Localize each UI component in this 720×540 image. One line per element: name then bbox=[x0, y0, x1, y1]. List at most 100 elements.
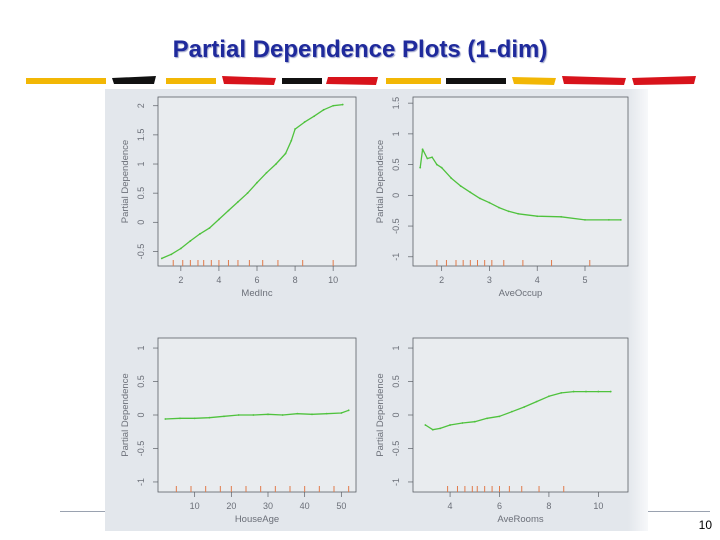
aveoccup-pd-point bbox=[421, 148, 424, 151]
medinc-pd-point bbox=[265, 171, 268, 174]
houseage-pd-point bbox=[252, 414, 255, 416]
aveoccup-pd-point bbox=[536, 215, 539, 218]
stripe-red-3 bbox=[562, 76, 626, 85]
aveoccup-frame bbox=[412, 96, 629, 267]
averooms-pd-point bbox=[585, 390, 587, 393]
aveoccup-pd-point bbox=[619, 219, 622, 221]
stripe-black-2 bbox=[282, 78, 322, 84]
averooms-ytick-label: -1 bbox=[391, 478, 401, 486]
houseage-pd-point bbox=[164, 418, 167, 420]
aveoccup-xtick-label: 4 bbox=[535, 275, 540, 285]
medinc-pd-point bbox=[160, 257, 163, 260]
aveoccup-ytick-label: 0 bbox=[391, 193, 401, 198]
medinc-pd-point bbox=[208, 227, 211, 230]
stripe-black-3 bbox=[446, 78, 506, 84]
footer-rule-right bbox=[648, 511, 710, 512]
medinc-pd-point bbox=[303, 121, 306, 123]
aveoccup-ytick-label: 1 bbox=[391, 131, 401, 136]
aveoccup-pd-point bbox=[426, 157, 429, 160]
averooms-xtick-label: 6 bbox=[497, 501, 502, 511]
aveoccup-pd-point bbox=[419, 166, 422, 169]
houseage-pd-point bbox=[325, 412, 328, 415]
aveoccup-pd-point bbox=[440, 166, 443, 169]
aveoccup-xtick-label: 2 bbox=[439, 275, 444, 285]
medinc-xtick-label: 8 bbox=[293, 275, 298, 285]
aveoccup-pd-point bbox=[478, 197, 481, 200]
aveoccup-pd-point bbox=[435, 163, 438, 166]
houseage-pd-point bbox=[223, 415, 225, 418]
averooms-pd-point bbox=[560, 392, 563, 394]
slide-title: Partial Dependence Plots (1-dim) bbox=[172, 36, 548, 63]
averooms-pd-point bbox=[572, 390, 575, 393]
houseage-pd-curve bbox=[165, 409, 349, 420]
medinc-pd-point bbox=[198, 233, 201, 235]
medinc-pd-point bbox=[275, 163, 277, 165]
houseage-ytick-label: 1 bbox=[136, 346, 146, 351]
aveoccup-xtick-label: 5 bbox=[582, 275, 587, 285]
medinc-ytick-label: 2 bbox=[136, 103, 146, 108]
medinc-ytick-label: 0.5 bbox=[136, 187, 146, 200]
averooms-pd-point bbox=[424, 424, 427, 426]
aveoccup-xlabel: AveOccup bbox=[499, 288, 543, 299]
houseage-pd-point bbox=[237, 414, 240, 416]
averooms-pd-point bbox=[597, 390, 600, 393]
pd-plot-medinc: -0.5 0 0.5 1 1.5 2 2 4 6 8 10 MedInc Partial Depende… bbox=[120, 96, 357, 299]
averooms-pd-point bbox=[431, 428, 434, 431]
averooms-pd-point bbox=[473, 420, 476, 423]
medinc-ytick-label: 1.5 bbox=[136, 129, 146, 142]
scanned-figure-edge bbox=[628, 89, 648, 531]
medinc-pd-point bbox=[218, 218, 220, 221]
houseage-pd-point bbox=[193, 417, 196, 420]
averooms-pd-point bbox=[510, 410, 513, 413]
footer-rule-left bbox=[60, 511, 105, 512]
medinc-xtick-label: 4 bbox=[216, 275, 221, 285]
medinc-pd-point bbox=[284, 152, 287, 155]
medinc-ytick-label: 0 bbox=[136, 220, 146, 225]
stripe-red-1 bbox=[222, 76, 276, 85]
averooms-ylabel: Partial Dependence bbox=[375, 373, 386, 456]
averooms-pd-point bbox=[486, 417, 489, 420]
stripe-yellow-2 bbox=[166, 78, 216, 84]
medinc-pd-point bbox=[290, 139, 293, 142]
stripe-yellow-1 bbox=[26, 78, 106, 84]
aveoccup-ytick-label: 0.5 bbox=[391, 158, 401, 171]
medinc-pd-point bbox=[256, 181, 258, 184]
averooms-pd-point bbox=[609, 390, 612, 393]
medinc-pd-point bbox=[227, 209, 230, 212]
medinc-pd-point bbox=[246, 192, 249, 195]
averooms-xtick-label: 4 bbox=[448, 501, 453, 511]
stripe-yellow-4 bbox=[512, 77, 556, 85]
averooms-ytick-label: -0.5 bbox=[391, 441, 401, 457]
houseage-ytick-label: -1 bbox=[136, 478, 146, 486]
houseage-xlabel: HouseAge bbox=[235, 514, 279, 525]
medinc-ytick-label: -0.5 bbox=[136, 244, 146, 260]
medinc-pd-point bbox=[341, 103, 344, 106]
averooms-xtick-label: 10 bbox=[593, 501, 603, 511]
medinc-pd-point bbox=[237, 200, 239, 203]
medinc-xtick-label: 2 bbox=[178, 275, 183, 285]
averooms-xlabel: AveRooms bbox=[497, 514, 544, 525]
medinc-pd-point bbox=[170, 253, 173, 256]
aveoccup-ytick-label: -0.5 bbox=[391, 218, 401, 234]
houseage-pd-point bbox=[347, 409, 350, 412]
averooms-pd-point bbox=[461, 422, 464, 424]
stripe-red-2 bbox=[326, 77, 378, 85]
medinc-xlabel: MedInc bbox=[241, 288, 272, 299]
averooms-ytick-label: 0 bbox=[391, 412, 401, 417]
medinc-pd-point bbox=[294, 128, 296, 130]
averooms-frame bbox=[412, 337, 629, 493]
aveoccup-pd-point bbox=[517, 212, 520, 215]
houseage-pd-point bbox=[267, 413, 269, 416]
houseage-pd-point bbox=[296, 412, 299, 415]
aveoccup-pd-point bbox=[431, 156, 434, 159]
stripe-yellow-3 bbox=[386, 78, 441, 84]
pd-plot-aveoccup: -1 -0.5 0 0.5 1 1.5 2 3 4 5 AveOccup Partial Depend… bbox=[375, 96, 629, 299]
aveoccup-pd-point bbox=[507, 210, 510, 213]
averooms-pd-point bbox=[449, 424, 451, 426]
averooms-pd-point bbox=[439, 427, 442, 430]
houseage-ytick-label: -0.5 bbox=[136, 441, 146, 457]
page-number: 10 bbox=[698, 518, 712, 532]
medinc-ylabel: Partial Dependence bbox=[120, 140, 131, 223]
houseage-pd-point bbox=[281, 414, 284, 416]
